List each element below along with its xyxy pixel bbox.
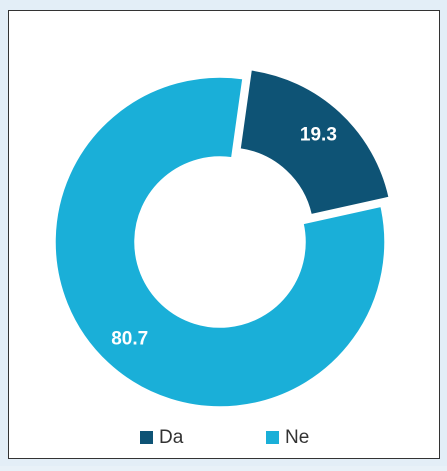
legend-swatch xyxy=(266,431,279,444)
legend-label: Da xyxy=(159,427,184,448)
legend-swatch xyxy=(140,431,153,444)
slice xyxy=(54,76,386,408)
slice xyxy=(239,68,391,216)
data-label: 19.3 xyxy=(300,125,337,146)
legend-label: Ne xyxy=(285,427,309,448)
data-label: 80.7 xyxy=(111,329,148,350)
